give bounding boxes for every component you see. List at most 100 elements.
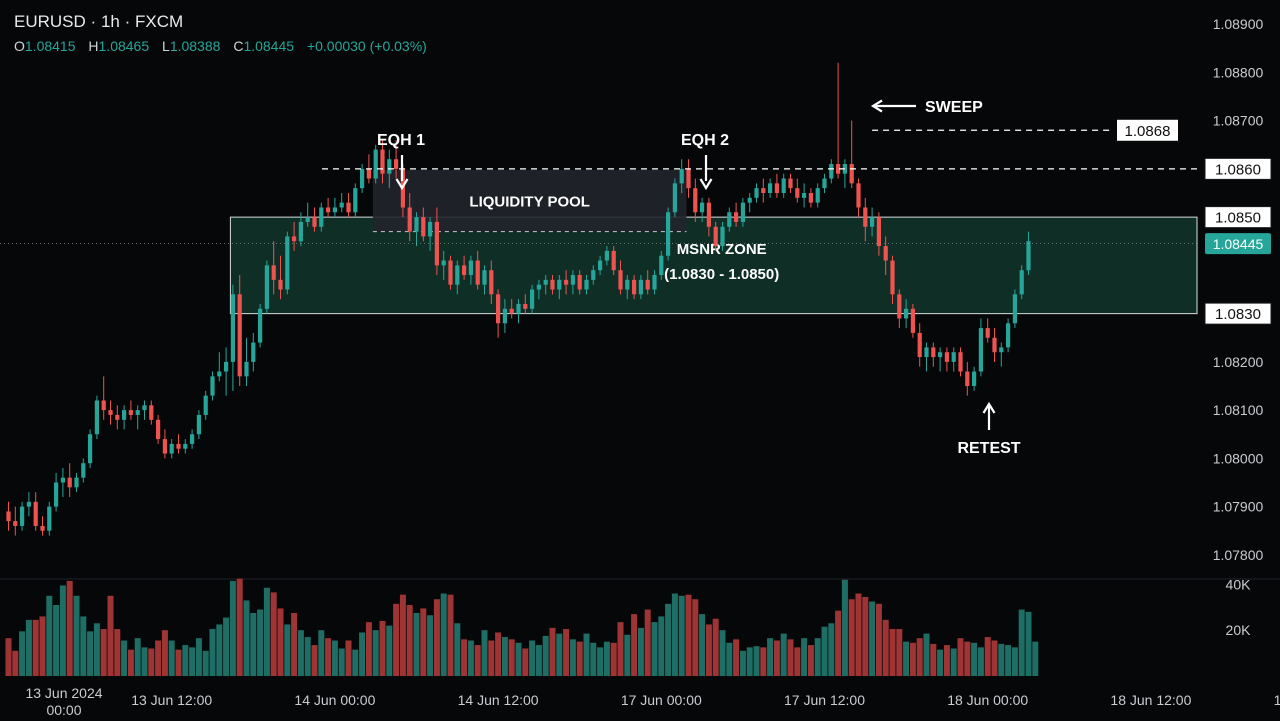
candle-body — [781, 178, 786, 193]
volume-bar — [107, 595, 114, 676]
volume-bar — [447, 594, 454, 676]
volume-bar — [576, 641, 583, 676]
liquidity-pool-label: LIQUIDITY POOL — [469, 194, 590, 211]
price-tick-label: 1.08700 — [1213, 113, 1264, 129]
candle-body — [428, 221, 433, 237]
volume-bar — [1025, 611, 1032, 676]
candle-body — [686, 168, 691, 189]
candle-body — [149, 405, 154, 420]
volume-bar — [325, 638, 332, 676]
volume-bar — [32, 619, 39, 676]
volume-bar — [916, 638, 923, 676]
volume-bar — [467, 640, 474, 676]
candle-body — [808, 193, 813, 203]
candle-body — [876, 217, 881, 247]
ohlc-legend: O1.08415 H1.08465 L1.08388 C1.08445 +0.0… — [14, 38, 427, 54]
volume-bar — [12, 650, 19, 676]
level-badge-1-0850-text: 1.0850 — [1215, 210, 1261, 227]
candle-body — [720, 226, 725, 247]
candle-body — [183, 443, 188, 449]
candle-body — [611, 250, 616, 271]
candle-body — [190, 434, 195, 444]
volume-bar — [161, 630, 168, 676]
volume-bar — [359, 632, 366, 676]
volume-bar — [794, 647, 801, 676]
close-label: C — [233, 38, 244, 54]
volume-bar — [73, 595, 80, 676]
candle-body — [156, 419, 161, 440]
volume-bar — [263, 587, 270, 676]
volume-bar — [440, 593, 447, 676]
volume-bar — [841, 579, 848, 676]
volume-bar — [807, 645, 814, 676]
volume-bar — [1018, 609, 1025, 676]
volume-bar — [501, 637, 508, 676]
candle-body — [1006, 323, 1011, 348]
price-tick-label: 1.08100 — [1213, 402, 1264, 418]
time-tick-label: 14 Jun 00:00 — [294, 692, 375, 708]
candle-body — [33, 501, 38, 526]
volume-bar — [828, 623, 835, 676]
candle-body — [536, 284, 541, 290]
retest-arrow-head — [982, 401, 996, 414]
candle-body — [264, 265, 269, 309]
volume-bar — [719, 630, 726, 676]
volume-bar — [971, 642, 978, 676]
sweep-arrow-head — [870, 99, 883, 113]
candle-body — [938, 352, 943, 358]
interval-label[interactable]: 1h — [100, 12, 120, 31]
volume-bar — [889, 629, 896, 676]
level-badge-1-0830 — [1204, 302, 1272, 325]
volume-bar — [87, 631, 94, 676]
candle-body — [305, 217, 310, 222]
level-badge-1-0860-text: 1.0860 — [1215, 161, 1261, 178]
volume-bar — [80, 616, 87, 676]
volume-bar — [950, 648, 957, 676]
volume-bar — [209, 629, 216, 676]
candle-body — [489, 270, 494, 295]
candle-body — [883, 246, 888, 261]
volume-bar — [937, 649, 944, 676]
level-badge-1-0868 — [1117, 119, 1178, 141]
volume-bar — [508, 639, 515, 676]
candle-body — [394, 159, 399, 169]
candle-body — [54, 482, 59, 507]
candle-body — [339, 202, 344, 208]
candle-body — [822, 178, 827, 189]
volume-bar — [19, 631, 26, 676]
candle-body — [217, 371, 222, 377]
volume-bar — [53, 604, 60, 676]
candle-body — [815, 188, 820, 203]
price-tick-label: 1.08200 — [1213, 354, 1264, 370]
volume-bar — [433, 599, 440, 676]
candle-body — [88, 434, 93, 464]
candle-body — [727, 212, 732, 227]
candle-body — [924, 347, 929, 358]
candle-body — [965, 371, 970, 386]
volume-bar — [25, 619, 32, 676]
candle-body — [326, 207, 331, 213]
volume-bar — [393, 603, 400, 676]
candle-body — [13, 521, 18, 526]
volume-bar — [977, 647, 984, 676]
candle-body — [142, 405, 147, 411]
title-separator: · — [90, 12, 97, 31]
volume-bar — [957, 638, 964, 676]
volume-bar — [189, 647, 196, 676]
volume-bar — [692, 599, 699, 676]
volume-bar — [114, 629, 121, 676]
volume-bar — [236, 578, 243, 676]
eqh2-label: EQH 2 — [681, 132, 729, 149]
candle-body — [978, 328, 983, 372]
volume-bar — [223, 617, 230, 676]
candle-body — [904, 308, 909, 319]
volume-bar — [583, 633, 590, 676]
symbol-title[interactable]: EURUSD · 1h · FXCM — [14, 12, 183, 32]
volume-bar — [229, 580, 236, 676]
candle-body — [373, 149, 378, 179]
volume-bar — [549, 627, 556, 676]
volume-bar — [780, 633, 787, 676]
volume-bar — [651, 622, 658, 676]
